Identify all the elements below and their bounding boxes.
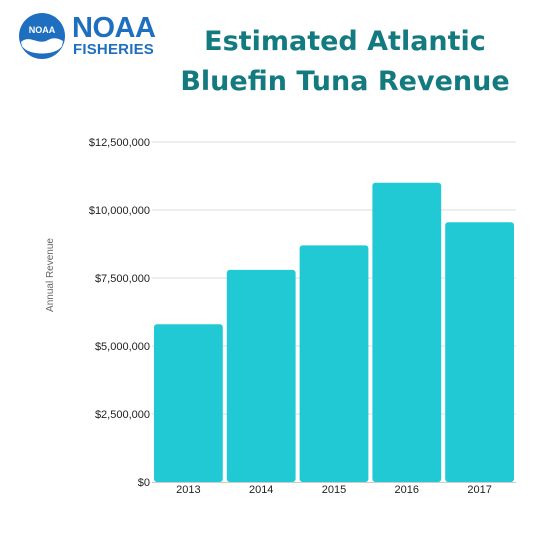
x-tick-label: 2016 xyxy=(395,484,419,496)
y-tick-label: $12,500,000 xyxy=(89,137,150,149)
chart-title: Estimated Atlantic Bluefin Tuna Revenue xyxy=(180,26,510,97)
logo-wordmark-noaa: NOAA xyxy=(72,12,156,44)
x-tick-label: 2013 xyxy=(176,484,200,496)
noaa-emblem-icon: NOAA xyxy=(19,13,65,59)
bar xyxy=(445,222,514,483)
y-axis-label: Annual Revenue xyxy=(45,238,56,312)
y-tick-label: $7,500,000 xyxy=(95,273,150,285)
bar xyxy=(226,269,296,482)
bar xyxy=(299,245,369,482)
y-tick-label: $10,000,000 xyxy=(89,205,150,217)
y-axis-ticks: $0 $2,500,000 $5,000,000 $7,500,000 $10,000,… xyxy=(89,137,150,489)
x-tick-label: 2017 xyxy=(467,484,491,496)
bar xyxy=(372,182,442,483)
x-tick-label: 2015 xyxy=(322,484,346,496)
y-tick-label: $2,500,000 xyxy=(95,409,150,421)
logo-wordmark-fisheries: FISHERIES xyxy=(73,41,154,58)
bar xyxy=(154,324,223,482)
y-tick-label: $5,000,000 xyxy=(95,341,150,353)
x-axis-ticks: 2013 2014 2015 2016 2017 xyxy=(176,484,492,496)
bars xyxy=(154,182,514,483)
noaa-fisheries-logo: NOAA NOAA FISHERIES xyxy=(18,12,160,60)
x-tick-label: 2014 xyxy=(249,484,273,496)
y-tick-label: $0 xyxy=(138,477,150,489)
noaa-emblem-text: NOAA xyxy=(29,25,56,35)
